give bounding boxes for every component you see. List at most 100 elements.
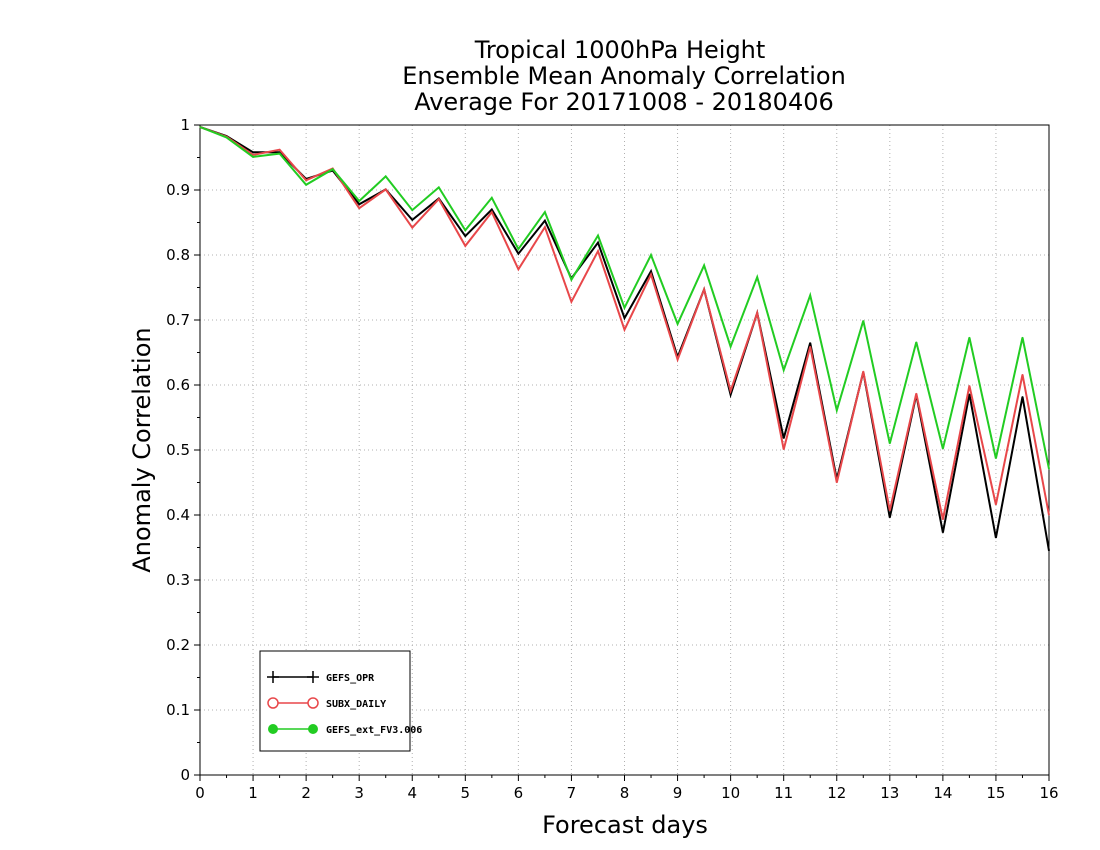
- legend-label: SUBX_DAILY: [326, 699, 386, 710]
- data-point: [491, 208, 493, 211]
- legend-label: GEFS_ext_FV3.006: [326, 725, 422, 736]
- data-point: [305, 179, 307, 181]
- legend-entry: GEFS_ext_FV3.006: [268, 724, 422, 736]
- data-point: [438, 198, 440, 200]
- y-tick-label: 0.7: [166, 311, 190, 329]
- x-tick-label: 11: [774, 784, 793, 802]
- data-point: [279, 153, 281, 155]
- data-point: [995, 457, 997, 459]
- x-tick-label: 8: [620, 784, 630, 802]
- data-point: [517, 248, 520, 250]
- y-tick-label: 0.6: [166, 376, 190, 394]
- axis-ticks: 0 1 2 3 4 5 6 7 8 9 10 11 12 13 14 15 1600.10.20.30.40.5…: [166, 116, 1058, 802]
- data-point: [968, 385, 971, 387]
- data-point: [252, 154, 254, 156]
- data-point: [358, 203, 360, 205]
- data-point: [252, 151, 254, 153]
- data-point: [756, 276, 758, 278]
- data-point: [544, 220, 546, 222]
- data-point: [199, 126, 201, 128]
- data-point: [411, 209, 413, 211]
- data-point: [809, 294, 811, 296]
- y-tick-label: 0.8: [166, 246, 190, 264]
- x-tick-label: 2: [301, 784, 311, 802]
- data-point: [730, 394, 732, 396]
- y-tick-label: 0.4: [166, 506, 190, 524]
- data-point: [1048, 514, 1050, 516]
- data-point: [942, 518, 944, 521]
- x-axis-label: Forecast days: [542, 811, 708, 839]
- data-point: [623, 329, 626, 331]
- data-point: [968, 336, 971, 339]
- data-point: [889, 509, 891, 512]
- data-point: [464, 229, 466, 231]
- legend-open-circle-marker: [267, 697, 279, 709]
- data-point: [915, 392, 917, 395]
- data-point: [597, 234, 599, 237]
- x-tick-label: 7: [567, 784, 577, 802]
- x-tick-label: 6: [514, 784, 524, 802]
- data-point: [252, 156, 254, 158]
- legend-filled-circle-marker: [308, 724, 318, 734]
- data-point: [491, 197, 493, 199]
- data-point: [623, 317, 626, 319]
- title-line-3: Average For 20171008 - 20180406: [414, 88, 834, 116]
- data-point: [385, 188, 387, 190]
- x-tick-label: 10: [721, 784, 740, 802]
- data-point: [411, 219, 413, 221]
- data-point: [942, 448, 944, 450]
- data-point: [517, 253, 520, 255]
- x-tick-label: 0: [195, 784, 205, 802]
- y-tick-label: 0.5: [166, 441, 190, 459]
- data-point: [438, 186, 440, 188]
- x-tick-label: 16: [1039, 784, 1058, 802]
- data-point: [862, 320, 864, 322]
- y-tick-label: 0.1: [166, 701, 190, 719]
- data-point: [1048, 550, 1050, 552]
- data-point: [650, 273, 652, 276]
- series-group: [199, 126, 1050, 552]
- data-point: [491, 211, 493, 213]
- legend-label: GEFS_OPR: [326, 673, 375, 684]
- data-point: [730, 346, 732, 348]
- y-tick-label: 0.2: [166, 636, 190, 654]
- x-tick-label: 14: [933, 784, 952, 802]
- data-point: [1021, 374, 1024, 376]
- y-tick-label: 0.9: [166, 181, 190, 199]
- x-tick-label: 4: [407, 784, 417, 802]
- title-line-1: Tropical 1000hPa Height: [474, 36, 766, 64]
- series-line: [199, 126, 1050, 551]
- data-point: [1021, 396, 1024, 398]
- data-point: [836, 481, 838, 484]
- data-point: [597, 250, 599, 252]
- legend-box: [259, 650, 411, 752]
- data-point: [570, 279, 573, 281]
- chart-title: Tropical 1000hPa Height Ensemble Mean An…: [402, 36, 846, 116]
- data-point: [703, 264, 705, 266]
- data-point: [411, 227, 413, 229]
- data-point: [889, 517, 891, 519]
- data-point: [517, 268, 520, 270]
- data-point: [1021, 336, 1024, 339]
- data-point: [597, 242, 599, 244]
- data-point: [942, 531, 944, 534]
- data-point: [464, 245, 466, 247]
- y-axis-label: Anomaly Correlation: [128, 327, 156, 572]
- grid: [200, 125, 1049, 775]
- data-point: [809, 342, 811, 344]
- x-tick-label: 5: [461, 784, 471, 802]
- title-line-2: Ensemble Mean Anomaly Correlation: [402, 62, 846, 90]
- data-point: [730, 390, 732, 392]
- x-tick-label: 1: [248, 784, 258, 802]
- data-point: [783, 369, 785, 371]
- data-point: [915, 341, 917, 343]
- legend-filled-circle-marker: [268, 724, 278, 734]
- data-point: [279, 149, 281, 151]
- data-point: [385, 175, 387, 177]
- data-point: [836, 409, 838, 411]
- data-point: [570, 301, 573, 303]
- y-tick-label: 0: [180, 766, 190, 784]
- legend-entry: SUBX_DAILY: [267, 697, 386, 710]
- legend-entry: GEFS_OPR: [267, 671, 375, 684]
